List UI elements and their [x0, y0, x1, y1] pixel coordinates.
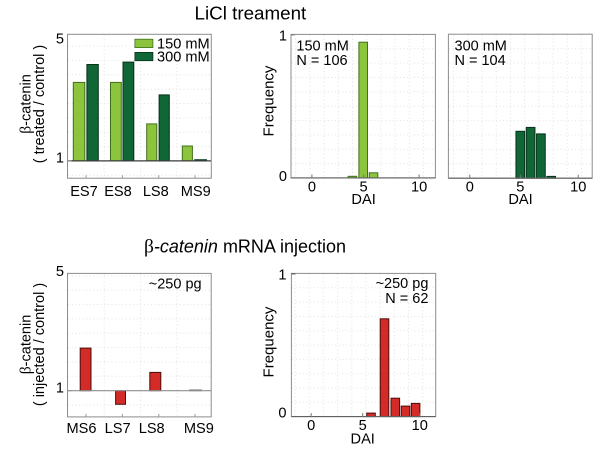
svg-text:LS8: LS8 [139, 421, 165, 437]
svg-text:~250 pg: ~250 pg [149, 276, 202, 292]
svg-text:β-catenin mRNA injection: β-catenin mRNA injection [144, 237, 346, 258]
svg-text:MS9: MS9 [181, 184, 211, 200]
svg-text:5: 5 [56, 31, 64, 47]
svg-text:~250 pg: ~250 pg [376, 276, 429, 292]
svg-text:ES7: ES7 [70, 184, 98, 200]
svg-text:150 mM: 150 mM [157, 36, 210, 52]
svg-text:Frequency: Frequency [261, 65, 278, 136]
svg-text:1: 1 [278, 268, 286, 284]
svg-text:150 mM: 150 mM [296, 39, 348, 55]
svg-text:5: 5 [360, 179, 368, 195]
svg-text:N = 62: N = 62 [385, 291, 428, 307]
svg-text:DAI: DAI [508, 192, 532, 208]
svg-text:10: 10 [570, 179, 586, 195]
svg-text:ES8: ES8 [104, 184, 132, 200]
svg-text:LS8: LS8 [143, 184, 169, 200]
svg-text:DAI: DAI [351, 431, 375, 447]
svg-text:5: 5 [516, 179, 524, 195]
svg-text:0: 0 [279, 169, 287, 185]
svg-text:LS7: LS7 [105, 421, 131, 437]
svg-text:0: 0 [278, 406, 286, 422]
svg-text:1: 1 [56, 381, 64, 397]
svg-text:LiCl treament: LiCl treament [195, 3, 307, 24]
svg-text:0: 0 [307, 418, 315, 434]
svg-text:N = 106: N = 106 [296, 53, 347, 69]
svg-text:Frequency: Frequency [261, 306, 278, 377]
svg-text:0: 0 [308, 179, 316, 195]
svg-text:1: 1 [56, 151, 64, 167]
svg-text:300 mM: 300 mM [455, 39, 507, 55]
svg-text:5: 5 [56, 264, 64, 280]
svg-text:MS9: MS9 [184, 421, 214, 437]
svg-text:( treated / control ): ( treated / control ) [32, 45, 48, 163]
svg-text:β-catenin: β-catenin [18, 74, 35, 134]
svg-text:300 mM: 300 mM [157, 49, 210, 65]
svg-text:1: 1 [279, 29, 287, 45]
svg-text:MS6: MS6 [66, 421, 96, 437]
svg-text:DAI: DAI [351, 192, 375, 208]
svg-text:β-catenin: β-catenin [18, 315, 35, 375]
svg-text:10: 10 [411, 179, 427, 195]
svg-text:N = 104: N = 104 [455, 53, 506, 69]
svg-text:10: 10 [412, 418, 428, 434]
svg-text:0: 0 [466, 179, 474, 195]
svg-text:5: 5 [359, 418, 367, 434]
svg-text:( injected / control ): ( injected / control ) [32, 283, 48, 406]
